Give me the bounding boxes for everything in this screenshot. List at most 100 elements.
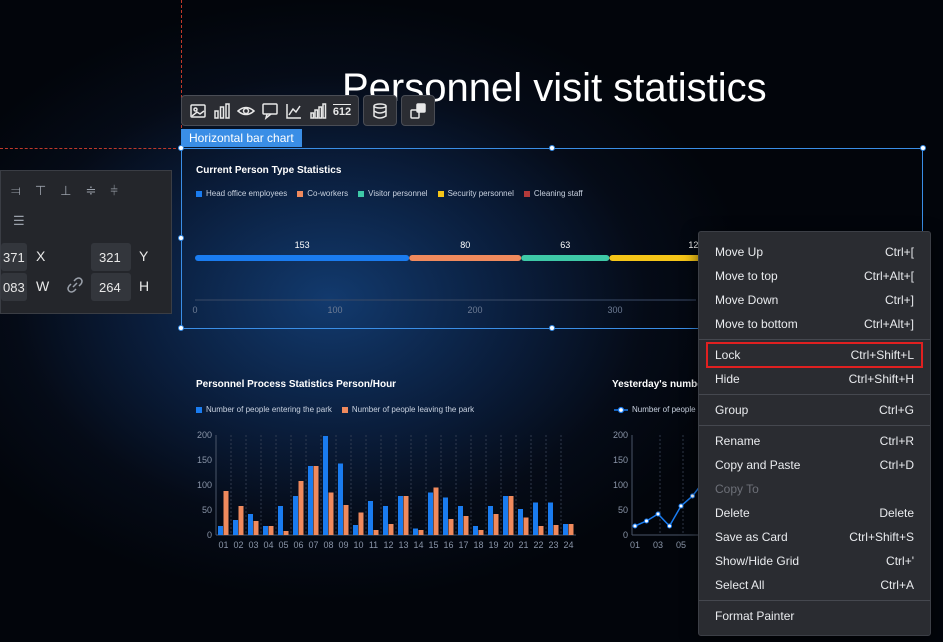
process-chart-bar[interactable]	[473, 526, 478, 535]
process-chart-bar[interactable]	[338, 463, 343, 536]
process-chart-bar[interactable]	[478, 530, 484, 535]
link-ratio-icon[interactable]	[67, 277, 83, 298]
legend-item[interactable]: Number of people leaving the park	[341, 405, 474, 414]
align-right-icon[interactable]: ⫤	[11, 183, 21, 198]
process-chart-bar[interactable]	[343, 505, 349, 535]
process-chart-bar[interactable]	[413, 528, 418, 536]
yesterday-chart-point[interactable]	[644, 518, 649, 524]
process-chart-bar[interactable]	[293, 496, 298, 535]
process-chart-bar[interactable]	[503, 496, 508, 535]
component-icon[interactable]	[406, 99, 430, 123]
type-chart-bar[interactable]	[409, 255, 522, 261]
bar-chart-icon[interactable]	[210, 99, 234, 123]
database-icon[interactable]	[368, 99, 392, 123]
menu-move-to-bottom[interactable]: Move to bottom Ctrl+Alt+]	[699, 312, 930, 336]
type-chart-bar[interactable]	[195, 255, 410, 261]
legend-item[interactable]: Number of people	[614, 405, 696, 414]
process-chart-bar[interactable]	[278, 506, 283, 535]
process-chart-bar[interactable]	[428, 492, 433, 536]
legend-item[interactable]: Co-workers	[297, 189, 348, 198]
image-icon[interactable]	[186, 99, 210, 123]
process-chart-bar[interactable]	[493, 514, 499, 535]
process-chart-bar[interactable]	[458, 506, 463, 535]
process-chart-bar[interactable]	[518, 509, 523, 535]
legend-item[interactable]: Number of people entering the park	[196, 405, 332, 414]
process-chart-bar[interactable]	[323, 436, 328, 535]
menu-hide[interactable]: Hide Ctrl+Shift+H	[699, 367, 930, 391]
resize-handle-sw[interactable]	[178, 325, 184, 331]
process-chart-bar[interactable]	[268, 526, 274, 535]
process-chart-bar[interactable]	[463, 516, 469, 535]
resize-handle-ne[interactable]	[920, 145, 926, 151]
process-chart-bar[interactable]	[218, 526, 223, 535]
process-chart-bar[interactable]	[358, 512, 364, 536]
menu-save-as-card[interactable]: Save as Card Ctrl+Shift+S	[699, 525, 930, 549]
distribute-vertical-icon[interactable]: ☰	[13, 213, 25, 228]
process-chart-bar[interactable]	[448, 519, 454, 535]
align-top-icon[interactable]: ⊤	[34, 183, 47, 198]
process-chart-bar[interactable]	[523, 517, 529, 536]
legend-item[interactable]: Head office employees	[196, 189, 287, 198]
process-chart-bar[interactable]	[563, 524, 568, 535]
process-chart-bar[interactable]	[353, 525, 358, 535]
menu-show-hide-grid[interactable]: Show/Hide Grid Ctrl+'	[699, 549, 930, 573]
process-chart-bar[interactable]	[418, 530, 424, 535]
yesterday-chart-point[interactable]	[655, 511, 661, 517]
align-middle-icon[interactable]: ≑	[85, 183, 97, 198]
menu-move-down[interactable]: Move Down Ctrl+]	[699, 288, 930, 312]
menu-copy-and-paste[interactable]: Copy and Paste Ctrl+D	[699, 453, 930, 477]
menu-rename[interactable]: Rename Ctrl+R	[699, 429, 930, 453]
process-chart-bar[interactable]	[443, 497, 448, 536]
number-icon[interactable]: 612	[330, 99, 354, 123]
process-chart-bar[interactable]	[308, 466, 313, 535]
h-field[interactable]: 264	[91, 273, 131, 301]
process-chart-bar[interactable]	[238, 506, 244, 535]
process-chart-bar[interactable]	[328, 492, 334, 536]
process-chart-bar[interactable]	[548, 502, 553, 536]
process-chart-bar[interactable]	[388, 524, 394, 535]
menu-group[interactable]: Group Ctrl+G	[699, 398, 930, 422]
eye-icon[interactable]	[234, 99, 258, 123]
resize-handle-w[interactable]	[178, 235, 184, 241]
yesterday-chart-point[interactable]	[667, 523, 672, 529]
legend-item[interactable]: Visitor personnel	[358, 189, 428, 198]
resize-handle-n[interactable]	[549, 145, 555, 151]
process-chart-bar[interactable]	[433, 487, 439, 536]
menu-select-all[interactable]: Select All Ctrl+A	[699, 573, 930, 597]
column-chart-icon[interactable]	[306, 99, 330, 123]
process-chart-bar[interactable]	[373, 530, 379, 535]
menu-move-to-top[interactable]: Move to top Ctrl+Alt+[	[699, 264, 930, 288]
process-chart-bar[interactable]	[298, 481, 304, 535]
process-chart-bar[interactable]	[223, 491, 229, 535]
type-chart-bar[interactable]	[521, 255, 610, 261]
process-chart-bar[interactable]	[398, 496, 403, 535]
process-chart-bar[interactable]	[568, 524, 574, 535]
y-field[interactable]: 321	[91, 243, 131, 271]
resize-handle-nw[interactable]	[178, 145, 184, 151]
yesterday-chart-point[interactable]	[690, 493, 695, 499]
menu-format-painter[interactable]: Format Painter	[699, 604, 930, 628]
process-chart-bar[interactable]	[313, 466, 319, 535]
resize-handle-s[interactable]	[549, 325, 555, 331]
process-chart-bar[interactable]	[538, 526, 544, 535]
yesterday-chart-point[interactable]	[678, 503, 684, 509]
process-chart-bar[interactable]	[233, 520, 238, 535]
process-chart-bar[interactable]	[248, 514, 253, 535]
process-chart-bar[interactable]	[488, 506, 493, 535]
process-chart-bar[interactable]	[368, 501, 373, 535]
process-chart-bar[interactable]	[283, 531, 289, 535]
line-chart-icon[interactable]	[282, 99, 306, 123]
align-bottom-icon[interactable]: ⊥	[60, 183, 72, 198]
x-field[interactable]: 371	[1, 243, 27, 271]
yesterday-chart-point[interactable]	[632, 523, 638, 529]
process-chart-bar[interactable]	[508, 496, 514, 535]
legend-item[interactable]: Security personnel	[437, 189, 514, 198]
distribute-horizontal-icon[interactable]: ⫩	[110, 183, 118, 198]
type-chart-bar[interactable]	[609, 255, 701, 261]
process-chart-bar[interactable]	[383, 506, 388, 535]
process-chart-bar[interactable]	[403, 496, 409, 535]
process-chart-bar[interactable]	[553, 525, 559, 535]
menu-move-up[interactable]: Move Up Ctrl+[	[699, 240, 930, 264]
chat-icon[interactable]	[258, 99, 282, 123]
process-chart-bar[interactable]	[253, 521, 259, 535]
